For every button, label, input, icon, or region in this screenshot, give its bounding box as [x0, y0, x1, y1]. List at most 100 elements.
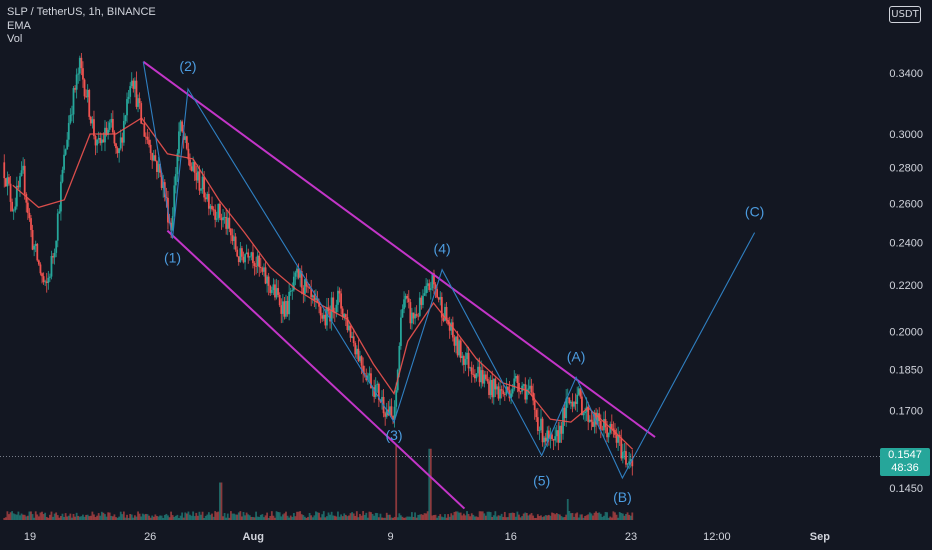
candle-body: [63, 154, 65, 170]
candle-body: [429, 288, 432, 290]
volume-bar: [261, 514, 264, 520]
candle-body: [418, 297, 421, 316]
candle-body: [478, 366, 481, 383]
volume-bar: [503, 511, 506, 520]
volume-bar: [563, 517, 566, 520]
candle-body: [110, 118, 113, 123]
volume-bar: [211, 513, 213, 520]
candle-body: [390, 406, 393, 416]
volume-bar: [592, 515, 594, 520]
volume-bar: [97, 513, 100, 520]
price-axis[interactable]: 0.3400 0.3000 0.2800 0.2600 0.2400 0.2200 0.20…: [889, 68, 923, 495]
volume-bar: [187, 511, 190, 520]
elliott-wave-lines: [142, 61, 756, 480]
wave-label-b: (B): [613, 489, 632, 505]
candle-body: [590, 419, 593, 422]
candle-body: [606, 427, 609, 438]
volume-bar: [281, 514, 284, 520]
price-tick-label: 0.1700: [889, 406, 923, 418]
candle-body: [354, 343, 357, 355]
volume-bar: [392, 517, 394, 520]
candle-body: [467, 352, 470, 369]
candle-body: [444, 306, 446, 321]
candle-body: [75, 74, 78, 90]
candle-body: [122, 120, 125, 143]
candle-body: [61, 169, 64, 182]
volume-bar: [127, 517, 130, 520]
volume-bar: [8, 514, 10, 520]
candle-body: [11, 201, 14, 212]
volume-bar: [371, 513, 374, 520]
candle-body: [570, 401, 572, 404]
volume-bar: [322, 511, 325, 520]
candle-body: [508, 390, 511, 399]
wave-label-1: (1): [164, 250, 181, 266]
volume-bar: [357, 517, 360, 520]
volume-bar: [382, 517, 385, 520]
candle-body: [440, 297, 443, 318]
volume-bar: [242, 512, 245, 520]
candle-body: [518, 383, 520, 392]
volume-indicator-label[interactable]: Vol: [7, 33, 23, 45]
volume-bar: [601, 516, 604, 520]
volume-bar: [352, 513, 355, 520]
volume-bar: [398, 513, 401, 520]
volume-bar: [42, 514, 45, 520]
volume-bar: [207, 512, 210, 520]
volume-bar: [94, 517, 97, 520]
volume-bar: [272, 515, 275, 520]
volume-bar: [335, 516, 338, 520]
candle-body: [203, 176, 206, 198]
candle-body: [15, 185, 18, 207]
volume-bar: [140, 516, 143, 520]
symbol-title[interactable]: SLP / TetherUS, 1h, BINANCE: [7, 6, 156, 18]
candle-body: [489, 379, 492, 396]
volume-bar: [337, 511, 339, 520]
candle-body: [393, 406, 396, 420]
volume-bar: [456, 511, 459, 520]
last-price-tag: 0.1547 48:36: [880, 448, 930, 476]
ema-indicator-label[interactable]: EMA: [7, 19, 31, 32]
candle-body: [285, 300, 287, 317]
price-tick-label: 0.2000: [889, 326, 923, 338]
volume-bar: [66, 516, 69, 520]
candle-body: [52, 256, 54, 258]
volume-bar: [615, 514, 618, 520]
candle-body: [67, 122, 70, 140]
volume-bar: [348, 515, 350, 520]
candle-body: [351, 336, 354, 338]
candle-body: [470, 367, 473, 375]
candle-body: [145, 136, 147, 138]
volume-bar: [530, 513, 533, 520]
volume-bar: [387, 514, 390, 520]
candle-body: [497, 386, 500, 399]
candle-body: [96, 139, 99, 146]
candle-body: [89, 116, 92, 124]
volume-bar: [311, 517, 314, 520]
candle-body: [442, 317, 445, 321]
candle-body: [176, 153, 179, 175]
volume-bar: [173, 516, 176, 520]
volume-bar: [628, 514, 631, 520]
candle-body: [551, 434, 553, 440]
candle-body: [552, 439, 555, 441]
candle-body: [288, 291, 291, 315]
volume-bar: [274, 517, 276, 520]
candle-body: [417, 315, 420, 317]
candle-body: [599, 421, 602, 430]
candle-body: [212, 209, 215, 211]
volume-bar: [267, 517, 270, 520]
volume-bar: [119, 511, 122, 520]
candle-body: [299, 271, 302, 278]
currency-selector[interactable]: USDT: [889, 6, 921, 23]
candle-body: [491, 379, 494, 398]
candle-body: [377, 383, 380, 400]
volume-bar: [423, 513, 426, 520]
volume-bar: [56, 515, 59, 520]
volume-bar: [102, 512, 105, 520]
volume-bar: [203, 517, 206, 520]
volume-bar: [425, 513, 427, 520]
volume-bar: [606, 512, 609, 520]
